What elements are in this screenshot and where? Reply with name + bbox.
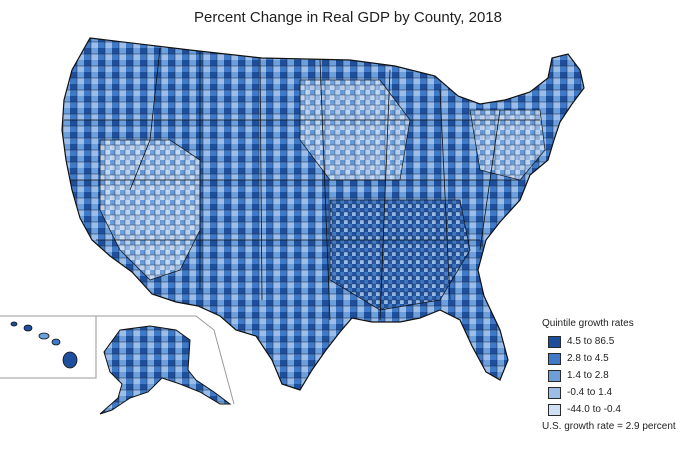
inset-frame bbox=[0, 315, 235, 405]
map-title: Percent Change in Real GDP by County, 20… bbox=[194, 9, 502, 26]
northeast-region-overlay bbox=[469, 109, 546, 181]
legend-swatch bbox=[548, 335, 561, 348]
hawaii bbox=[10, 321, 78, 369]
west-region-overlay bbox=[99, 139, 201, 281]
inset-divider bbox=[0, 316, 97, 379]
legend-swatch bbox=[548, 386, 561, 399]
legend-label: 1.4 to 2.8 bbox=[567, 370, 609, 381]
legend-label: -44.0 to -0.4 bbox=[567, 404, 621, 415]
state-borders bbox=[64, 47, 540, 321]
legend-item: -0.4 to 1.4 bbox=[548, 384, 692, 401]
us-growth-rate-note: U.S. growth rate = 2.9 percent bbox=[542, 421, 676, 432]
legend-swatch bbox=[548, 369, 561, 382]
south-region-overlay bbox=[329, 199, 471, 311]
legend-label: 4.5 to 86.5 bbox=[567, 336, 615, 347]
legend-swatch bbox=[548, 403, 561, 416]
us-mainland-shape bbox=[61, 37, 585, 391]
legend-item: 2.8 to 4.5 bbox=[548, 350, 692, 367]
legend: Quintile growth rates 4.5 to 86.5 2.8 to… bbox=[542, 318, 692, 432]
legend-item: 1.4 to 2.8 bbox=[548, 367, 692, 384]
legend-swatch bbox=[548, 352, 561, 365]
legend-title: Quintile growth rates bbox=[542, 318, 634, 329]
legend-item: 4.5 to 86.5 bbox=[548, 333, 692, 350]
alaska bbox=[99, 325, 232, 415]
legend-label: 2.8 to 4.5 bbox=[567, 353, 609, 364]
legend-label: -0.4 to 1.4 bbox=[567, 387, 613, 398]
contiguous-us bbox=[61, 37, 585, 391]
legend-item: -44.0 to -0.4 bbox=[548, 401, 692, 418]
